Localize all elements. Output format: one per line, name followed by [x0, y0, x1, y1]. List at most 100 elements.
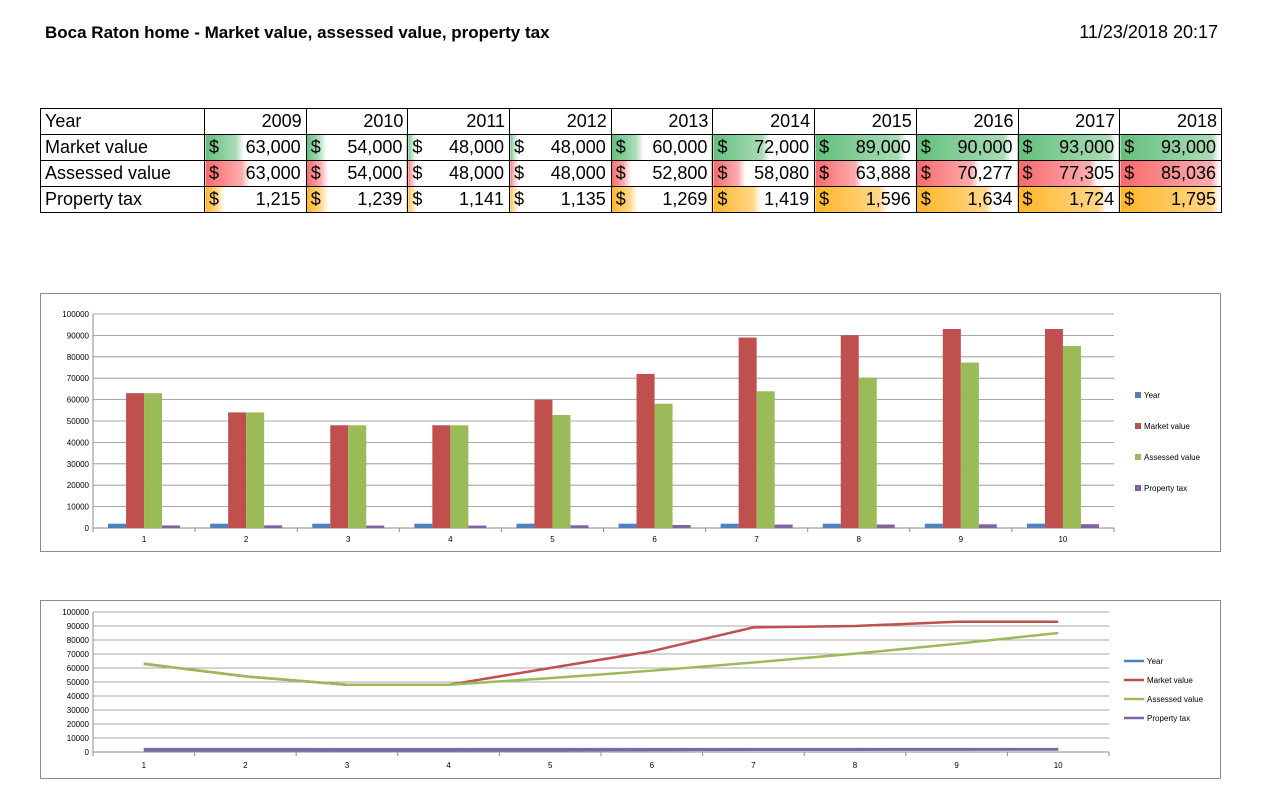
bar [570, 525, 589, 528]
year-header: 2015 [814, 108, 917, 135]
x-tick-label: 10 [1054, 761, 1063, 770]
bar [432, 425, 451, 528]
data-table: Year 2009 2010 2011 2012 2013 2014 2015 2016 2017… [40, 108, 1222, 213]
value-cell: $48,000 [407, 134, 511, 161]
series-line [143, 631, 1059, 687]
cell-value: 1,239 [357, 189, 403, 209]
year-header: 2018 [1119, 108, 1222, 135]
bar [1044, 328, 1063, 528]
value-cell: $1,596 [814, 186, 917, 213]
x-tick-label: 8 [853, 761, 858, 770]
value-cell: $1,215 [204, 186, 307, 213]
y-tick-label: 40000 [67, 438, 90, 447]
y-tick-label: 30000 [67, 460, 90, 469]
x-tick-label: 9 [959, 535, 964, 544]
row-label: Market value [40, 134, 205, 161]
value-cell: $48,000 [509, 160, 612, 187]
x-tick-label: 4 [446, 761, 451, 770]
bar [210, 523, 229, 528]
table-row: Property tax $1,215 $1,239 $1,141 $1,135 $1,2… [40, 186, 1222, 213]
value-cell: $90,000 [915, 134, 1019, 161]
table-header-row: Year 2009 2010 2011 2012 2013 2014 2015 2016 2017… [40, 108, 1222, 135]
y-tick-label: 20000 [67, 720, 90, 729]
currency-symbol: $ [209, 137, 220, 157]
row-label: Assessed value [40, 160, 205, 187]
value-cell: $54,000 [305, 134, 409, 161]
currency-symbol: $ [310, 137, 321, 157]
bar [516, 523, 535, 528]
bar [822, 523, 841, 528]
year-header: 2013 [610, 108, 714, 135]
currency-symbol: $ [819, 163, 830, 183]
y-tick-label: 0 [85, 524, 90, 533]
y-tick-label: 0 [85, 748, 90, 757]
cell-value: 48,000 [550, 163, 606, 183]
cell-value: 1,419 [764, 189, 810, 209]
y-tick-label: 60000 [67, 396, 90, 405]
currency-symbol: $ [819, 189, 830, 209]
currency-symbol: $ [615, 137, 626, 157]
cell-value: 1,634 [967, 189, 1013, 209]
bar [552, 415, 571, 528]
y-tick-label: 80000 [67, 636, 90, 645]
cell-value: 72,000 [754, 137, 810, 157]
cell-value: 1,141 [459, 189, 505, 209]
currency-symbol: $ [209, 189, 220, 209]
y-tick-label: 80000 [67, 353, 90, 362]
y-tick-label: 10000 [67, 503, 90, 512]
currency-symbol: $ [615, 189, 626, 209]
value-cell: $1,239 [305, 186, 409, 213]
y-tick-label: 70000 [67, 650, 90, 659]
cell-value: 52,800 [652, 163, 708, 183]
x-tick-label: 5 [550, 535, 555, 544]
currency-symbol: $ [412, 163, 423, 183]
currency-symbol: $ [1124, 189, 1135, 209]
x-tick-label: 4 [448, 535, 453, 544]
value-cell: $89,000 [814, 134, 917, 161]
bar [960, 362, 979, 528]
currency-symbol: $ [819, 137, 830, 157]
bar [450, 425, 469, 528]
value-cell: $1,795 [1119, 186, 1222, 213]
bar [162, 525, 181, 528]
bar [618, 523, 637, 528]
value-cell: $58,080 [712, 160, 816, 187]
bar [672, 524, 691, 528]
value-cell: $77,305 [1017, 160, 1121, 187]
bar [636, 373, 655, 528]
currency-symbol: $ [310, 189, 321, 209]
value-cell: $63,000 [204, 160, 307, 187]
currency-symbol: $ [1022, 163, 1033, 183]
x-tick-label: 6 [650, 761, 655, 770]
currency-symbol: $ [412, 137, 423, 157]
legend-label: Year [1144, 391, 1161, 400]
bar [876, 524, 895, 528]
x-tick-label: 10 [1058, 535, 1067, 544]
value-cell: $93,000 [1017, 134, 1121, 161]
value-cell: $93,000 [1119, 134, 1222, 161]
legend-label: Assessed value [1147, 695, 1204, 704]
currency-symbol: $ [717, 137, 728, 157]
cell-value: 48,000 [449, 163, 505, 183]
year-header: 2010 [305, 108, 409, 135]
cell-value: 1,795 [1170, 189, 1216, 209]
legend-swatch [1135, 423, 1141, 429]
y-tick-label: 50000 [67, 417, 90, 426]
bar [1026, 523, 1045, 528]
value-cell: $1,724 [1017, 186, 1121, 213]
bar [978, 524, 997, 528]
legend-label: Market value [1144, 422, 1190, 431]
y-tick-label: 100000 [62, 310, 89, 319]
legend-swatch [1135, 454, 1141, 460]
cell-value: 1,215 [255, 189, 301, 209]
bar [348, 425, 367, 528]
legend-label: Property tax [1144, 484, 1187, 493]
bar [366, 525, 385, 528]
cell-value: 85,036 [1160, 163, 1216, 183]
bar [468, 525, 487, 528]
x-tick-label: 2 [243, 761, 248, 770]
bar [720, 523, 739, 528]
y-tick-label: 20000 [67, 481, 90, 490]
bar [942, 328, 961, 528]
bar [108, 523, 127, 528]
